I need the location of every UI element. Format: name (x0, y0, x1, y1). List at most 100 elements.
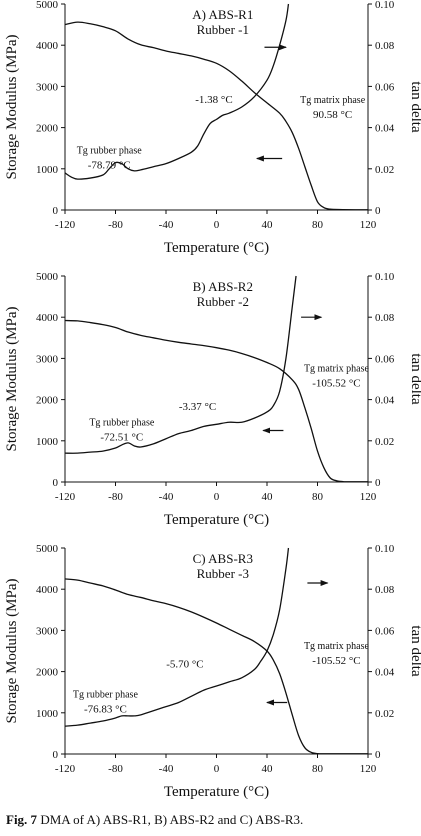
x-tick-label: 40 (262, 763, 274, 775)
y2-tick-label: 0.04 (375, 667, 395, 679)
y-axis-title: Storage Modulus (MPa) (4, 35, 20, 180)
x-tick-label: -120 (55, 491, 76, 503)
chart-panel-b: -120 -80 -40 0 40 80 120 0 1000 2000 3000 4000 5000 0… (0, 271, 421, 544)
annotation-label: 90.58 °C (313, 109, 352, 121)
x-tick-label: 120 (360, 763, 377, 775)
chart-subtitle: Rubber -2 (197, 294, 249, 309)
series-group (65, 547, 368, 754)
x-tick-label: -120 (55, 219, 76, 231)
y-tick-label: 1000 (36, 436, 59, 448)
x-tick-label: 80 (312, 491, 324, 503)
y-axis-title: Storage Modulus (MPa) (4, 307, 20, 452)
x-tick-label: 0 (214, 219, 220, 231)
y2-tick-label: 0.04 (375, 123, 395, 135)
y-tick-label: 4000 (36, 584, 59, 596)
annotation-label: -78.79 °C (88, 159, 131, 171)
y-tick-label: 2000 (36, 667, 59, 679)
x-tick-label: 40 (262, 491, 274, 503)
y-tick-label: 5000 (36, 0, 59, 11)
y2-tick-label: 0 (375, 205, 381, 217)
tan-delta-line (65, 3, 290, 180)
y-tick-label: 1000 (36, 164, 59, 176)
y-tick-label: 3000 (36, 625, 59, 637)
annotation-label: Tg matrix phase (304, 641, 370, 652)
tan-delta-line (65, 547, 290, 727)
annotation-label: -105.52 °C (312, 378, 360, 390)
x-tick-label: -80 (108, 763, 123, 775)
y2-tick-label: 0.04 (375, 395, 395, 407)
y2-axis-title: tan delta (408, 625, 421, 677)
tan-delta-line (65, 275, 297, 454)
x-tick-label: -120 (55, 763, 76, 775)
chart-panel-c: -120 -80 -40 0 40 80 120 0 1000 2000 3000 4000 5000 0… (0, 543, 421, 816)
dma-chart-a: -120 -80 -40 0 40 80 120 0 1000 2000 3000 4000 5000 0… (4, 0, 421, 256)
x-axis-title: Temperature (°C) (164, 240, 269, 256)
y2-tick-label: 0.10 (375, 271, 395, 283)
storage-modulus-line (65, 578, 368, 754)
x-tick-label: 80 (312, 763, 324, 775)
y2-tick-label: 0.10 (375, 543, 395, 555)
y2-tick-label: 0.06 (375, 625, 395, 637)
y2-tick-label: 0.10 (375, 0, 395, 11)
storage-modulus-line (65, 21, 368, 210)
dma-chart-b: -120 -80 -40 0 40 80 120 0 1000 2000 3000 4000 5000 0… (4, 271, 421, 528)
chart-title: B) ABS-R2 (193, 279, 253, 294)
y-tick-label: 1000 (36, 708, 59, 720)
annotation-label: Tg matrix phase (300, 95, 366, 106)
annotation-label: -72.51 °C (100, 431, 143, 443)
y-tick-label: 2000 (36, 395, 59, 407)
y-tick-label: 3000 (36, 81, 59, 93)
chart-title: C) ABS-R3 (193, 551, 253, 566)
x-tick-label: -80 (108, 219, 123, 231)
x-axis-title: Temperature (°C) (164, 512, 269, 528)
y2-tick-label: 0.06 (375, 81, 395, 93)
figure-caption-text: DMA of A) ABS-R1, B) ABS-R2 and C) ABS-R… (40, 812, 304, 827)
y2-tick-label: 0.08 (375, 40, 395, 52)
x-tick-label: 0 (214, 491, 220, 503)
figure-label: Fig. 7 (6, 812, 38, 827)
y2-tick-label: 0.06 (375, 353, 395, 365)
y-tick-label: 0 (53, 749, 59, 761)
series-group (65, 275, 368, 482)
x-axis-title: Temperature (°C) (164, 784, 269, 800)
annotation-label: Tg rubber phase (73, 689, 139, 700)
y-tick-label: 4000 (36, 312, 59, 324)
storage-modulus-line (65, 319, 368, 482)
x-tick-label: 0 (214, 763, 220, 775)
annotation-label: -105.52 °C (312, 655, 360, 667)
y-tick-label: 3000 (36, 353, 59, 365)
y-tick-label: 0 (53, 205, 59, 217)
chart-subtitle: Rubber -3 (197, 566, 249, 581)
x-tick-label: 40 (262, 219, 274, 231)
y2-tick-label: 0.02 (375, 164, 394, 176)
series-group (65, 3, 368, 210)
y2-tick-label: 0.08 (375, 584, 395, 596)
figure-caption: Fig. 7 DMA of A) ABS-R1, B) ABS-R2 and C… (6, 812, 416, 828)
annotation-label: -76.83 °C (84, 703, 127, 715)
y2-tick-label: 0.08 (375, 312, 395, 324)
annotation-label: Tg rubber phase (77, 145, 143, 156)
y-tick-label: 2000 (36, 123, 59, 135)
y2-tick-label: 0 (375, 749, 381, 761)
annotation-label: Tg matrix phase (304, 364, 370, 375)
x-tick-label: 120 (360, 219, 377, 231)
annotation-label: -1.38 °C (195, 94, 232, 106)
y2-tick-label: 0 (375, 477, 381, 489)
annotation-label: -3.37 °C (179, 401, 216, 413)
annotation-label: -5.70 °C (166, 658, 203, 670)
chart-title: A) ABS-R1 (192, 7, 253, 22)
x-tick-label: 80 (312, 219, 324, 231)
y2-axis-title: tan delta (408, 81, 421, 133)
y-tick-label: 5000 (36, 271, 59, 283)
x-tick-label: -40 (159, 491, 174, 503)
x-tick-label: -40 (159, 763, 174, 775)
y2-axis-title: tan delta (408, 353, 421, 405)
annotation-label: Tg rubber phase (89, 417, 155, 428)
y2-tick-label: 0.02 (375, 436, 394, 448)
y-axis-title: Storage Modulus (MPa) (4, 579, 20, 724)
y-tick-label: 0 (53, 477, 59, 489)
dma-chart-c: -120 -80 -40 0 40 80 120 0 1000 2000 3000 4000 5000 0… (4, 543, 421, 800)
x-tick-label: -80 (108, 491, 123, 503)
y-tick-label: 4000 (36, 40, 59, 52)
chart-panel-a: -120 -80 -40 0 40 80 120 0 1000 2000 3000 4000 5000 0… (0, 0, 421, 272)
